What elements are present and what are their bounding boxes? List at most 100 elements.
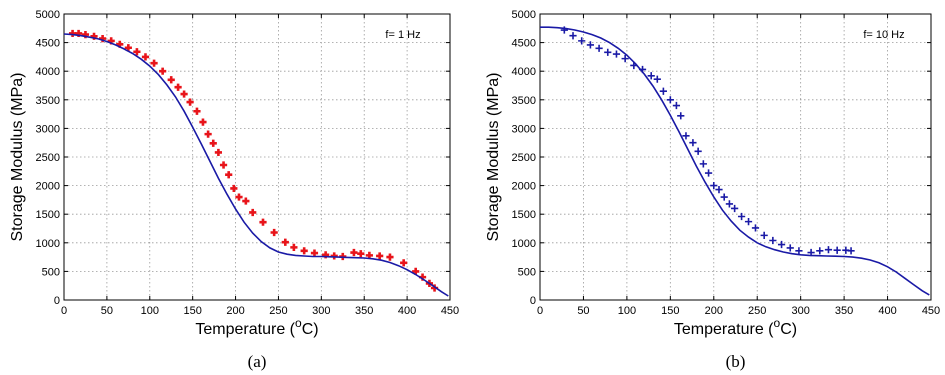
y-tick-label: 5000	[512, 9, 536, 21]
y-tick-label: 2000	[512, 181, 536, 193]
data-point-marker	[612, 50, 621, 58]
data-point-marker	[677, 112, 685, 120]
data-point-marker	[159, 67, 167, 75]
y-tick-label: 0	[530, 295, 536, 307]
data-point-marker	[710, 182, 718, 190]
y-tick-label: 3500	[512, 95, 536, 107]
data-point-marker	[715, 186, 723, 194]
data-point-marker	[647, 72, 655, 80]
data-point-marker	[653, 75, 661, 83]
y-tick-label: 4000	[36, 66, 60, 78]
data-point-marker	[270, 228, 278, 237]
panel-caption: (b)	[726, 352, 746, 371]
x-tick-label: 450	[922, 305, 940, 317]
y-tick-label: 4500	[512, 38, 536, 50]
x-tick-label: 150	[183, 305, 201, 317]
y-tick-label: 1500	[512, 209, 536, 221]
data-point-marker	[124, 44, 132, 52]
data-point-marker	[689, 139, 697, 147]
data-point-marker	[180, 90, 188, 98]
x-axis-label-text: Temperature (	[195, 321, 295, 338]
x-tick-label: 350	[355, 305, 373, 317]
data-point-marker	[281, 238, 289, 246]
y-tick-label: 3000	[512, 123, 536, 135]
y-tick-label: 0	[54, 295, 60, 307]
y-tick-label: 1000	[512, 238, 536, 250]
x-axis-label-superscript: o	[295, 316, 302, 330]
frequency-annotation: f= 10 Hz	[863, 29, 904, 41]
data-point-marker	[760, 231, 768, 239]
data-point-marker	[141, 53, 150, 61]
data-point-marker	[209, 139, 217, 147]
y-tick-label: 2500	[36, 152, 60, 164]
x-tick-label: 300	[312, 305, 330, 317]
data-point-marker	[569, 32, 577, 40]
y-tick-label: 3500	[36, 95, 60, 107]
x-tick-label: 400	[398, 305, 416, 317]
x-tick-label: 250	[269, 305, 287, 317]
data-point-marker	[68, 29, 77, 38]
x-tick-label: 0	[61, 305, 67, 317]
fit-curve-line	[63, 33, 449, 297]
x-tick-label: 200	[226, 305, 244, 317]
x-tick-label: 50	[577, 305, 589, 317]
data-point-marker	[400, 259, 408, 267]
data-point-marker	[204, 130, 212, 138]
y-tick-label: 1000	[36, 238, 60, 250]
data-point-marker	[682, 132, 690, 140]
data-point-marker	[242, 197, 250, 205]
panel-caption: (a)	[248, 352, 267, 371]
x-tick-label: 50	[101, 305, 113, 317]
x-axis-label: Temperature (oC)	[195, 316, 318, 338]
data-point-marker	[816, 247, 824, 255]
y-axis-label: Storage Modulus (MPa)	[485, 73, 502, 242]
data-point-marker	[704, 169, 713, 177]
y-tick-label: 5000	[36, 9, 60, 21]
data-point-marker	[604, 48, 612, 56]
data-point-marker	[193, 107, 201, 115]
data-point-marker	[751, 224, 760, 232]
data-point-marker	[133, 48, 141, 56]
data-point-marker	[833, 246, 841, 254]
data-point-marker	[199, 118, 207, 126]
data-point-marker	[225, 171, 233, 179]
x-tick-label: 200	[705, 305, 723, 317]
y-tick-label: 500	[518, 266, 536, 278]
data-point-marker	[167, 76, 175, 84]
data-point-marker	[376, 252, 384, 260]
y-tick-label: 4500	[36, 38, 60, 50]
data-point-marker	[737, 212, 746, 221]
x-tick-label: 300	[791, 305, 809, 317]
y-tick-label: 2500	[512, 152, 536, 164]
data-point-marker	[386, 253, 394, 261]
x-axis-label-unit: C)	[780, 321, 797, 338]
frequency-annotation: f= 1 Hz	[385, 29, 420, 41]
data-point-marker	[290, 243, 298, 251]
data-point-marker	[300, 247, 308, 255]
x-tick-label: 100	[141, 305, 159, 317]
fit-curve-line	[540, 26, 930, 296]
data-point-marker	[847, 247, 855, 255]
data-point-marker	[731, 204, 739, 213]
x-axis-label-text: Temperature (	[674, 321, 774, 338]
y-tick-label: 2000	[36, 181, 60, 193]
data-point-marker	[725, 200, 734, 208]
x-axis-label: Temperature (oC)	[674, 316, 797, 338]
data-point-marker	[578, 37, 586, 45]
data-point-marker	[350, 248, 358, 257]
data-point-marker	[786, 244, 794, 252]
x-tick-label: 350	[835, 305, 853, 317]
data-point-marker	[249, 208, 257, 217]
y-tick-label: 1500	[36, 209, 60, 221]
data-point-marker	[330, 252, 338, 260]
y-tick-label: 3000	[36, 123, 60, 135]
data-point-marker	[150, 59, 158, 67]
data-point-marker	[769, 236, 777, 245]
chart-panel-1: 0 50 100 150 200 250 300 350 400 4500500100015002…	[9, 9, 459, 371]
x-tick-label: 400	[878, 305, 896, 317]
x-axis-label-superscript: o	[774, 316, 781, 330]
data-point-marker	[795, 247, 803, 255]
data-point-marker	[235, 193, 243, 201]
data-point-marker	[230, 184, 238, 193]
